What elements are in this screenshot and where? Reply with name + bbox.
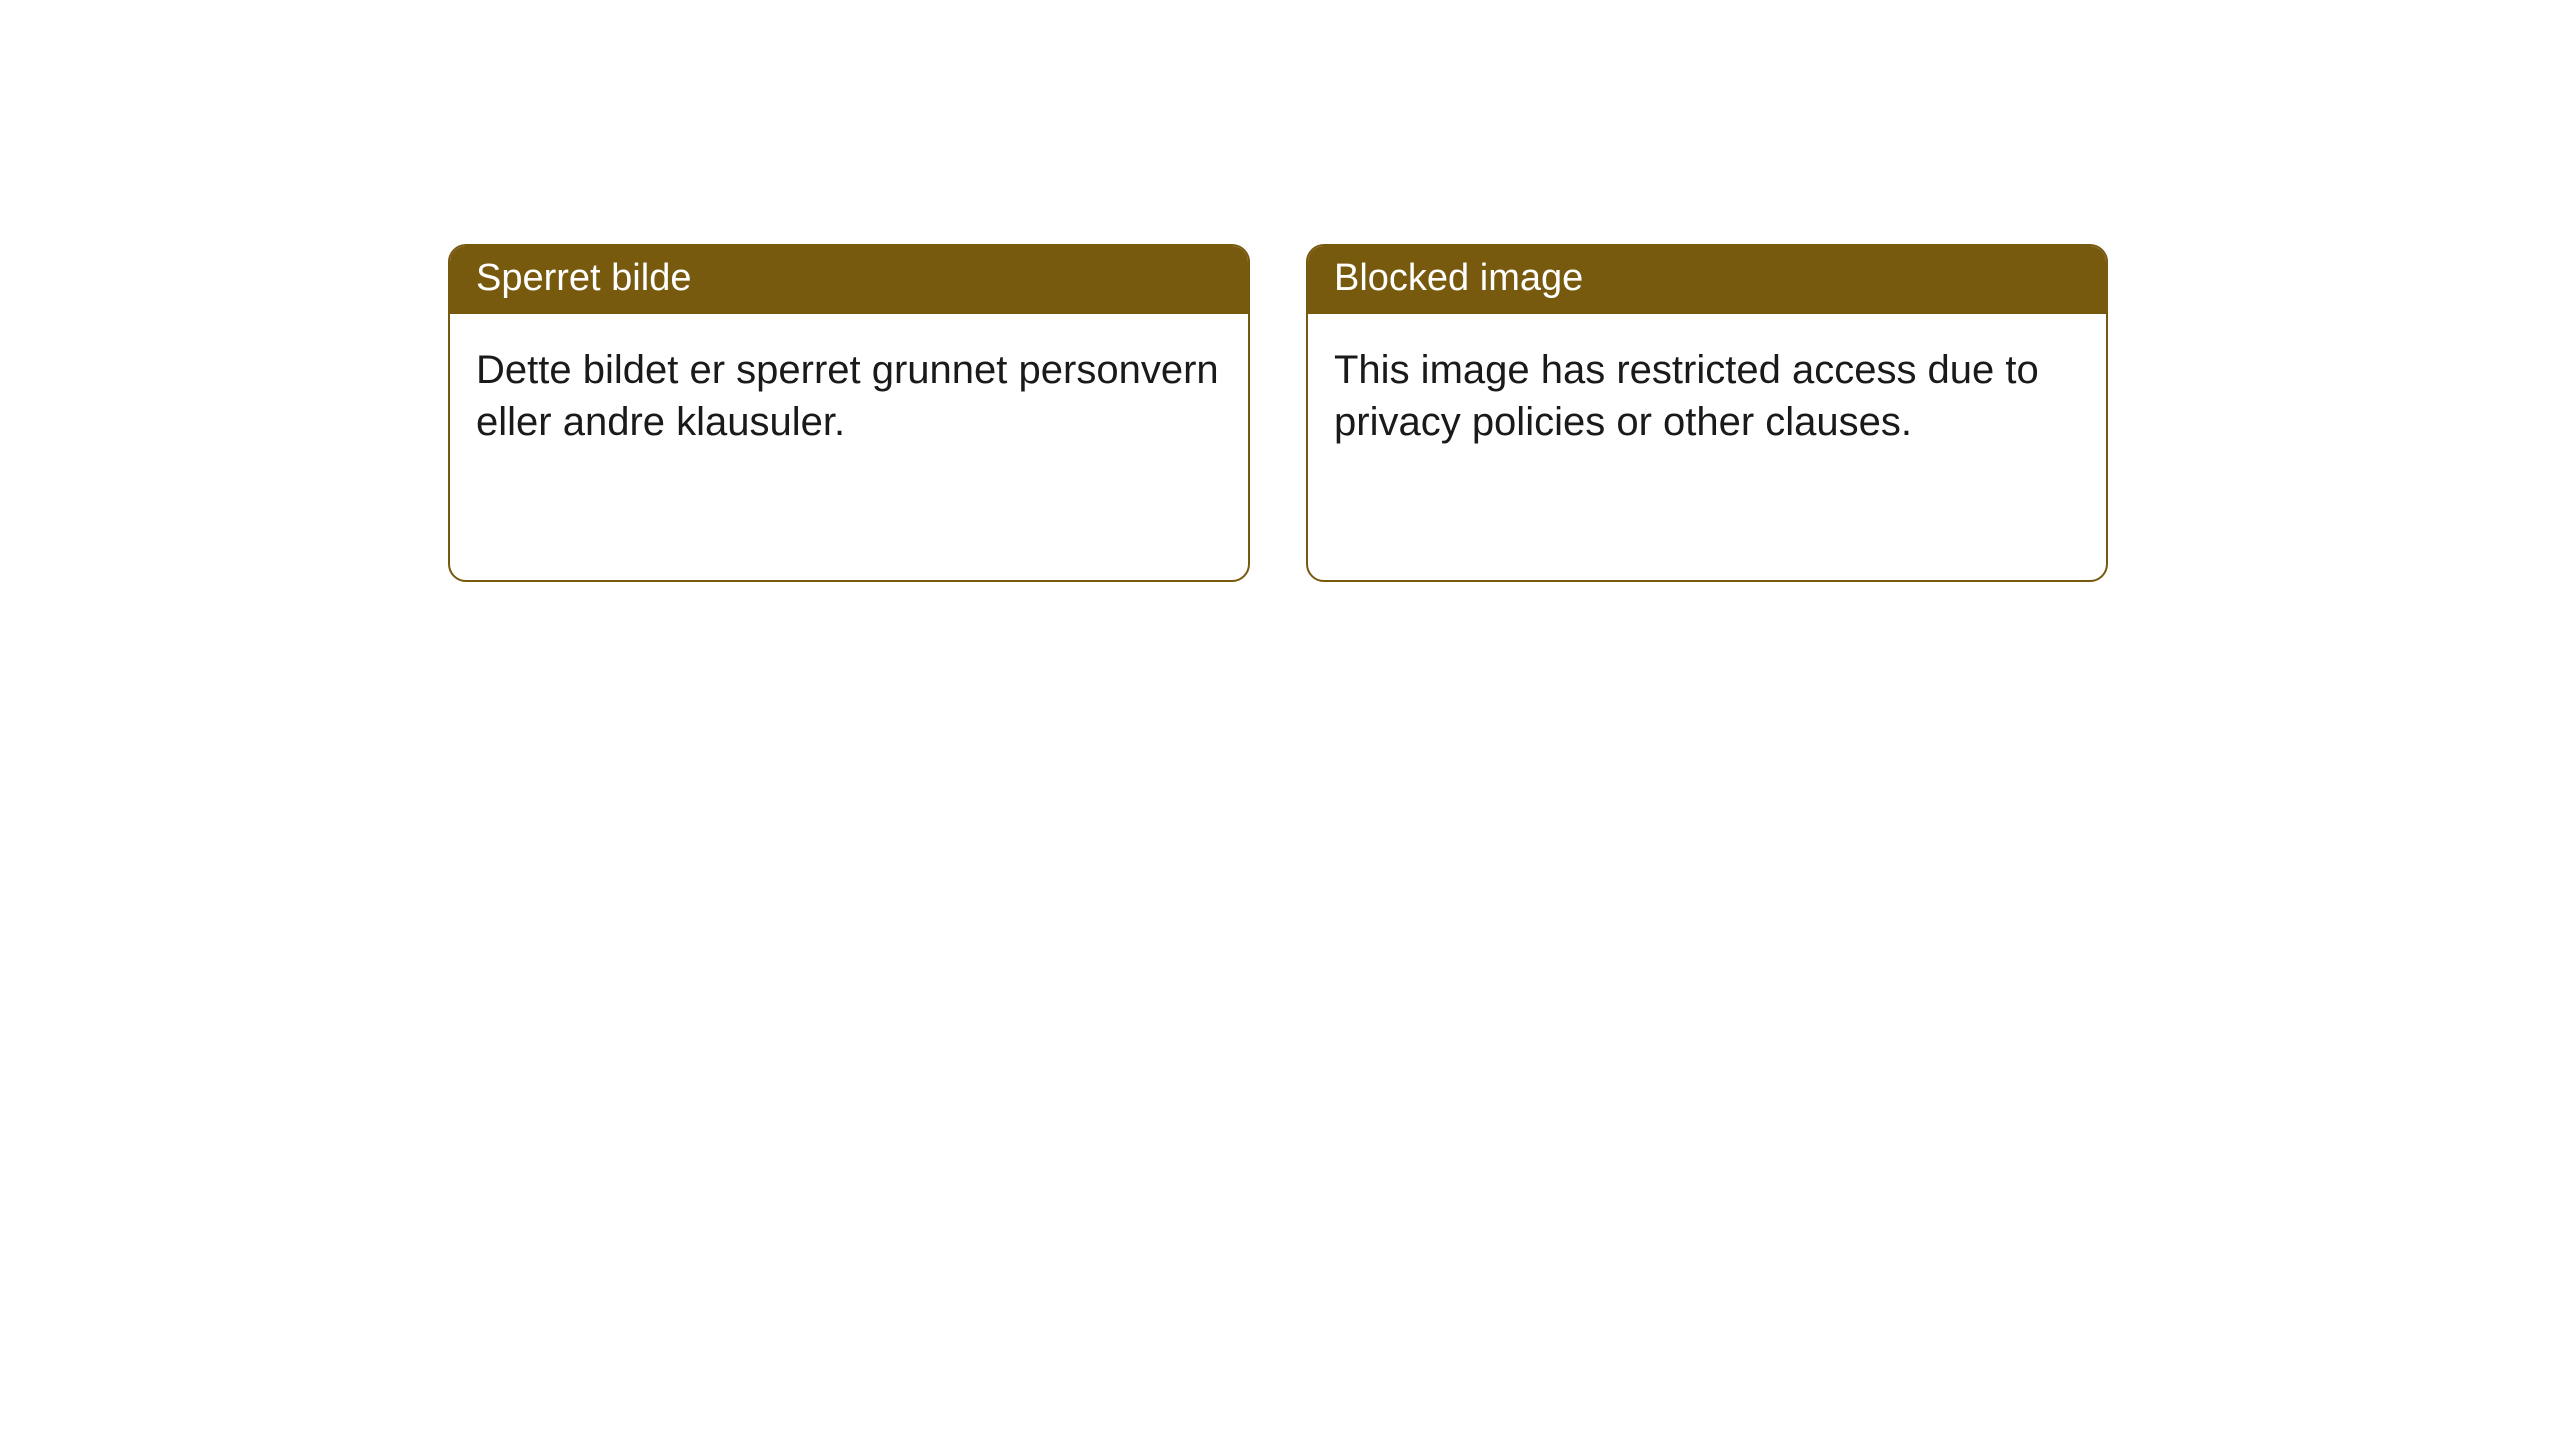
- card-header: Sperret bilde: [450, 246, 1248, 314]
- card-body: This image has restricted access due to …: [1308, 314, 2106, 478]
- card-body: Dette bildet er sperret grunnet personve…: [450, 314, 1248, 478]
- card-header: Blocked image: [1308, 246, 2106, 314]
- card-title: Blocked image: [1334, 257, 1583, 299]
- notice-container: Sperret bilde Dette bildet er sperret gr…: [448, 244, 2108, 582]
- card-body-text: Dette bildet er sperret grunnet personve…: [476, 348, 1219, 444]
- notice-card-norwegian: Sperret bilde Dette bildet er sperret gr…: [448, 244, 1250, 582]
- card-title: Sperret bilde: [476, 257, 691, 299]
- card-body-text: This image has restricted access due to …: [1334, 348, 2039, 444]
- notice-card-english: Blocked image This image has restricted …: [1306, 244, 2108, 582]
